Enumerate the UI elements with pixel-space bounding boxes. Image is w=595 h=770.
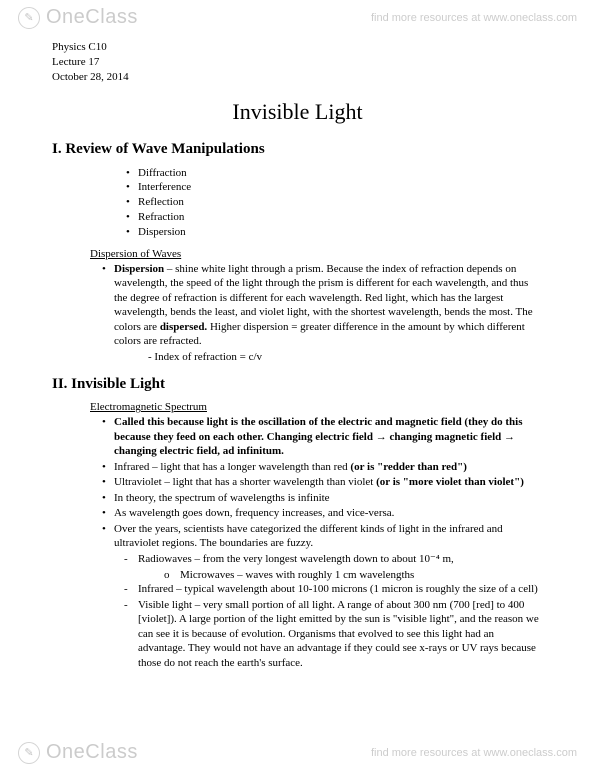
theory-line: In theory, the spectrum of wavelengths i… xyxy=(114,491,330,506)
dispersion-paragraph: • Dispersion – shine white light through… xyxy=(102,262,543,349)
uv-line: Ultraviolet – light that has a shorter w… xyxy=(114,476,376,488)
meta-course: Physics C10 xyxy=(52,40,543,55)
dispersion-subheading: Dispersion of Waves xyxy=(90,248,543,260)
brand-name-footer: OneClass xyxy=(46,741,138,764)
pencil-icon: ✎ xyxy=(18,7,40,29)
visible-light-line: Visible light – very small portion of al… xyxy=(138,598,543,671)
infrared-bold: (or is "redder than red") xyxy=(350,461,467,473)
freq-line: As wavelength goes down, frequency incre… xyxy=(114,506,394,521)
list-item: Diffraction xyxy=(138,166,187,181)
page-title: Invisible Light xyxy=(52,99,543,125)
section-1-heading: I. Review of Wave Manipulations xyxy=(52,141,543,158)
footer-watermark: ✎ OneClass find more resources at www.on… xyxy=(0,735,595,770)
meta-date: October 28, 2014 xyxy=(52,70,543,85)
index-of-refraction: - Index of refraction = c/v xyxy=(148,350,543,365)
infrared-line: Infrared – light that has a longer wavel… xyxy=(114,461,350,473)
em-definition: Called this because light is the oscilla… xyxy=(114,416,523,457)
list-item: Interference xyxy=(138,180,191,195)
document-body: Physics C10 Lecture 17 October 28, 2014 … xyxy=(0,0,595,711)
dispersed-bold: dispersed. xyxy=(160,321,207,333)
radiowaves-line: Radiowaves – from the very longest wavel… xyxy=(138,552,454,567)
wave-manipulations-list: •Diffraction •Interference •Reflection •… xyxy=(126,166,543,240)
resources-link-bottom: find more resources at www.oneclass.com xyxy=(371,747,577,759)
years-line: Over the years, scientists have categori… xyxy=(114,522,543,551)
spectrum-categories-2: -Infrared – typical wavelength about 10-… xyxy=(124,582,543,670)
header-watermark: ✎ OneClass find more resources at www.on… xyxy=(0,0,595,35)
spectrum-categories: -Radiowaves – from the very longest wave… xyxy=(124,552,543,567)
em-spectrum-subheading: Electromagnetic Spectrum xyxy=(90,401,543,413)
microwaves-line: oMicrowaves – waves with roughly 1 cm wa… xyxy=(164,568,543,583)
list-item: Refraction xyxy=(138,210,184,225)
list-item: Reflection xyxy=(138,195,184,210)
uv-bold: (or is "more violet than violet") xyxy=(376,476,524,488)
brand: ✎ OneClass xyxy=(18,6,138,29)
list-item: Dispersion xyxy=(138,225,186,240)
infrared-range-line: Infrared – typical wavelength about 10-1… xyxy=(138,582,538,597)
brand-name: OneClass xyxy=(46,6,138,29)
meta-lecture: Lecture 17 xyxy=(52,55,543,70)
resources-link-top: find more resources at www.oneclass.com xyxy=(371,12,577,24)
brand-footer: ✎ OneClass xyxy=(18,741,138,764)
section-2-heading: II. Invisible Light xyxy=(52,376,543,393)
em-spectrum-list: •Called this because light is the oscill… xyxy=(102,415,543,551)
dispersion-term: Dispersion xyxy=(114,263,164,275)
pencil-icon: ✎ xyxy=(18,742,40,764)
